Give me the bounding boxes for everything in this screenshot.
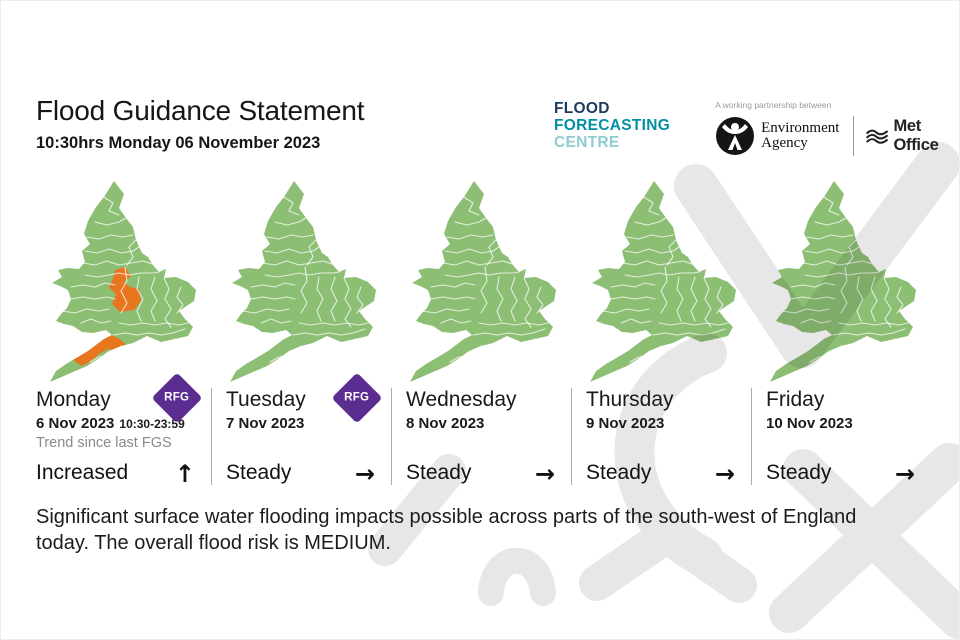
- rfg-badge-label: RFG: [344, 392, 370, 404]
- trend-row: Steady →: [586, 460, 735, 488]
- daily-maps-row: [31, 177, 931, 389]
- flood-forecasting-centre-logo: FLOOD FORECASTING CENTRE: [554, 100, 670, 151]
- partners-block: A working partnership between Environmen…: [715, 100, 959, 156]
- partnership-label: A working partnership between: [715, 100, 832, 110]
- day-date: 6 Nov 2023 10:30-23:59: [36, 415, 211, 432]
- map-friday: [751, 177, 931, 389]
- environment-agency-logo: Environment Agency: [715, 116, 839, 156]
- met-office-waves-icon: [866, 129, 889, 144]
- date-text: 10 Nov 2023: [766, 415, 853, 432]
- ea-name-line1: Environment: [761, 120, 840, 136]
- date-text: 6 Nov 2023: [36, 415, 115, 432]
- ffc-logo-line3: CENTRE: [554, 134, 620, 151]
- map-landmass: [770, 181, 916, 382]
- map-landmass: [590, 181, 736, 382]
- trend-label: Steady: [586, 461, 652, 484]
- trend-steady-arrow-icon: →: [534, 460, 555, 488]
- map-tuesday: [211, 177, 391, 389]
- trend-label: Steady: [766, 461, 832, 484]
- trend-up-arrow-icon: ↑: [174, 460, 195, 488]
- issue-datetime: 10:30hrs Monday 06 November 2023: [36, 134, 321, 152]
- day-column-wednesday: Wednesday 8 Nov 2023 Steady →: [391, 388, 571, 488]
- trend-row: Increased ↑: [36, 460, 195, 488]
- rfg-badge-label: RFG: [164, 392, 190, 404]
- day-strip: RFG Monday 6 Nov 2023 10:30-23:59 Trend s…: [31, 372, 931, 488]
- logo-divider: [853, 116, 855, 156]
- trend-label: Steady: [406, 461, 472, 484]
- day-date: 8 Nov 2023: [406, 415, 571, 432]
- day-name: Friday: [766, 388, 825, 411]
- day-date: 9 Nov 2023: [586, 415, 751, 432]
- day-column-monday: RFG Monday 6 Nov 2023 10:30-23:59 Trend s…: [31, 372, 211, 488]
- england-wales-map: [770, 181, 916, 382]
- branding: FLOOD FORECASTING CENTRE A working partn…: [554, 100, 959, 156]
- summary-text: Significant surface water flooding impac…: [36, 506, 857, 555]
- map-thursday: [571, 177, 751, 389]
- ffc-logo-line2: FORECASTING: [554, 117, 671, 134]
- trend-row: Steady →: [766, 460, 915, 488]
- map-monday: [31, 177, 211, 389]
- day-name: Tuesday: [226, 388, 306, 411]
- trend-steady-arrow-icon: →: [354, 460, 375, 488]
- map-wednesday: [391, 177, 571, 389]
- map-landmass: [230, 181, 376, 382]
- trend-steady-arrow-icon: →: [714, 460, 735, 488]
- date-text: 7 Nov 2023: [226, 415, 305, 432]
- trend-note: Trend since last FGS: [36, 435, 172, 451]
- england-wales-map: [410, 181, 556, 382]
- environment-agency-icon: [716, 117, 755, 155]
- england-wales-map: [230, 181, 376, 382]
- day-date: 10 Nov 2023: [766, 415, 931, 432]
- england-wales-map: [590, 181, 736, 382]
- ffc-logo-line1: FLOOD: [554, 100, 610, 117]
- alert-area-midlands: [109, 267, 141, 312]
- map-landmass: [410, 181, 556, 382]
- day-name: Wednesday: [406, 388, 517, 411]
- date-text: 9 Nov 2023: [586, 415, 665, 432]
- trend-label: Increased: [36, 461, 129, 484]
- date-text: 8 Nov 2023: [406, 415, 485, 432]
- day-name: Thursday: [586, 388, 674, 411]
- trend-row: Steady →: [226, 460, 375, 488]
- day-column-thursday: Thursday 9 Nov 2023 Steady →: [571, 388, 751, 488]
- trend-label: Steady: [226, 461, 292, 484]
- day-name: Monday: [36, 388, 111, 411]
- met-office-name: Met Office: [893, 117, 939, 154]
- page-title: Flood Guidance Statement: [36, 95, 365, 126]
- met-office-logo: Met Office: [866, 117, 959, 155]
- day-date: 7 Nov 2023: [226, 415, 391, 432]
- trend-row: Steady →: [406, 460, 555, 488]
- trend-steady-arrow-icon: →: [894, 460, 915, 488]
- day-column-tuesday: RFG Tuesday 7 Nov 2023 Steady →: [211, 372, 391, 488]
- england-wales-map: [50, 181, 196, 382]
- day-column-friday: Friday 10 Nov 2023 Steady →: [751, 388, 931, 488]
- header: Flood Guidance Statement 10:30hrs Monday…: [36, 95, 364, 153]
- ea-name-line2: Agency: [761, 135, 808, 151]
- validity-time-range: 10:30-23:59: [119, 417, 185, 431]
